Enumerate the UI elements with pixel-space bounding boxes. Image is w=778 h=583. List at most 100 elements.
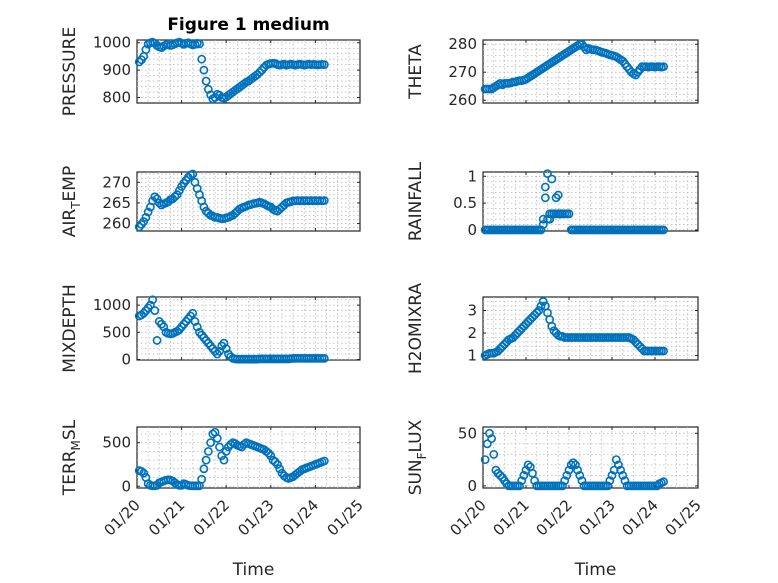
y-axis-label-subscript: M [69, 440, 83, 450]
data-series [480, 39, 668, 94]
data-point [212, 433, 222, 443]
data-point [495, 470, 505, 480]
y-axis-label: H2OMIXRA [406, 283, 426, 374]
data-point [562, 470, 572, 480]
data-point [543, 169, 552, 179]
y-tick-label: 265 [102, 194, 131, 212]
data-point [519, 470, 529, 480]
data-point [556, 209, 565, 219]
data-point [534, 306, 544, 315]
data-point [480, 455, 490, 465]
y-axis-label-subscript: F [415, 452, 429, 459]
data-point [255, 67, 265, 77]
data-point [148, 295, 158, 305]
data-point [575, 470, 585, 480]
data-point [515, 481, 524, 491]
x-tick-label: 01/25 [324, 496, 367, 539]
data-point [199, 65, 209, 75]
data-point [568, 458, 578, 468]
data-point [564, 209, 574, 219]
y-tick-label: 0 [467, 477, 477, 495]
data-point [221, 344, 231, 353]
data-point [611, 455, 621, 465]
y-tick-label: 1000 [93, 296, 131, 314]
data-point [145, 300, 155, 310]
grid [137, 297, 360, 360]
y-axis-label: THETA [406, 44, 426, 100]
data-point [564, 465, 574, 475]
data-point [319, 196, 329, 205]
data-point [571, 460, 580, 470]
data-point [150, 306, 160, 315]
data-point [215, 442, 224, 452]
y-tick-label: 3 [467, 302, 477, 320]
data-point [219, 338, 229, 348]
data-point [530, 476, 539, 486]
subplot-theta: 260 270 280 THETA [406, 35, 699, 109]
data-point [603, 481, 613, 491]
x-axis-label: Time [232, 560, 275, 580]
data-point [517, 476, 527, 486]
y-tick-label: 260 [448, 91, 477, 109]
data-point [197, 474, 207, 484]
data-point [199, 464, 209, 474]
y-axis-label-part: SL [60, 419, 80, 440]
x-tick-label: 01/20 [101, 496, 144, 539]
data-point [195, 39, 204, 49]
data-point [607, 470, 617, 480]
y-axis-label-part: AIR [60, 209, 80, 238]
y-axis-label: SUNFLUX [406, 419, 429, 495]
data-point [266, 451, 276, 461]
data-point [150, 192, 160, 202]
data-point [319, 353, 329, 363]
data-series [480, 428, 668, 491]
subplot-h2omixra: 1 2 3 H2OMIXRA [406, 283, 699, 374]
data-series [480, 297, 668, 360]
chart-title: Figure 1 medium [167, 15, 329, 35]
data-point [538, 220, 548, 229]
x-tick-label: 01/24 [279, 496, 322, 539]
y-axis-label-part: TERR [60, 450, 80, 496]
x-tick-label: 01/24 [619, 496, 662, 539]
data-point [206, 438, 215, 448]
x-tick-label: 01/21 [145, 496, 188, 539]
data-point [545, 214, 555, 224]
y-tick-label: 0 [121, 350, 131, 368]
y-tick-label: 2 [467, 324, 477, 342]
data-point [203, 84, 213, 94]
x-tick-label: 01/23 [234, 496, 277, 539]
data-point [261, 446, 271, 456]
y-tick-label: 260 [102, 215, 131, 233]
data-point [319, 60, 329, 70]
data-point [152, 336, 162, 345]
data-series [480, 169, 668, 235]
data-point [482, 439, 492, 449]
data-point [616, 465, 625, 475]
data-point [190, 317, 200, 326]
data-point [188, 169, 198, 179]
data-point [192, 322, 202, 332]
data-point [560, 476, 570, 486]
data-point [295, 467, 305, 476]
data-point [566, 460, 576, 470]
data-point [201, 76, 211, 86]
data-point [230, 439, 240, 448]
data-point [553, 190, 563, 200]
y-tick-label: 270 [448, 63, 477, 81]
data-point [489, 449, 499, 459]
data-point [540, 182, 550, 192]
data-point [275, 464, 285, 474]
y-tick-label: 280 [448, 35, 477, 53]
data-point [221, 446, 231, 456]
data-point [253, 70, 262, 79]
subplot-air-temp: 260 265 270 AIRTEMP [60, 166, 361, 238]
data-point [487, 434, 496, 443]
y-tick-label: 270 [102, 173, 131, 191]
data-point [659, 225, 668, 235]
data-series [134, 427, 329, 491]
data-point [143, 207, 153, 217]
data-point [558, 481, 567, 491]
y-tick-label: 0 [467, 221, 477, 239]
y-axis-label-part: EMP [60, 166, 80, 202]
data-point [536, 301, 546, 311]
